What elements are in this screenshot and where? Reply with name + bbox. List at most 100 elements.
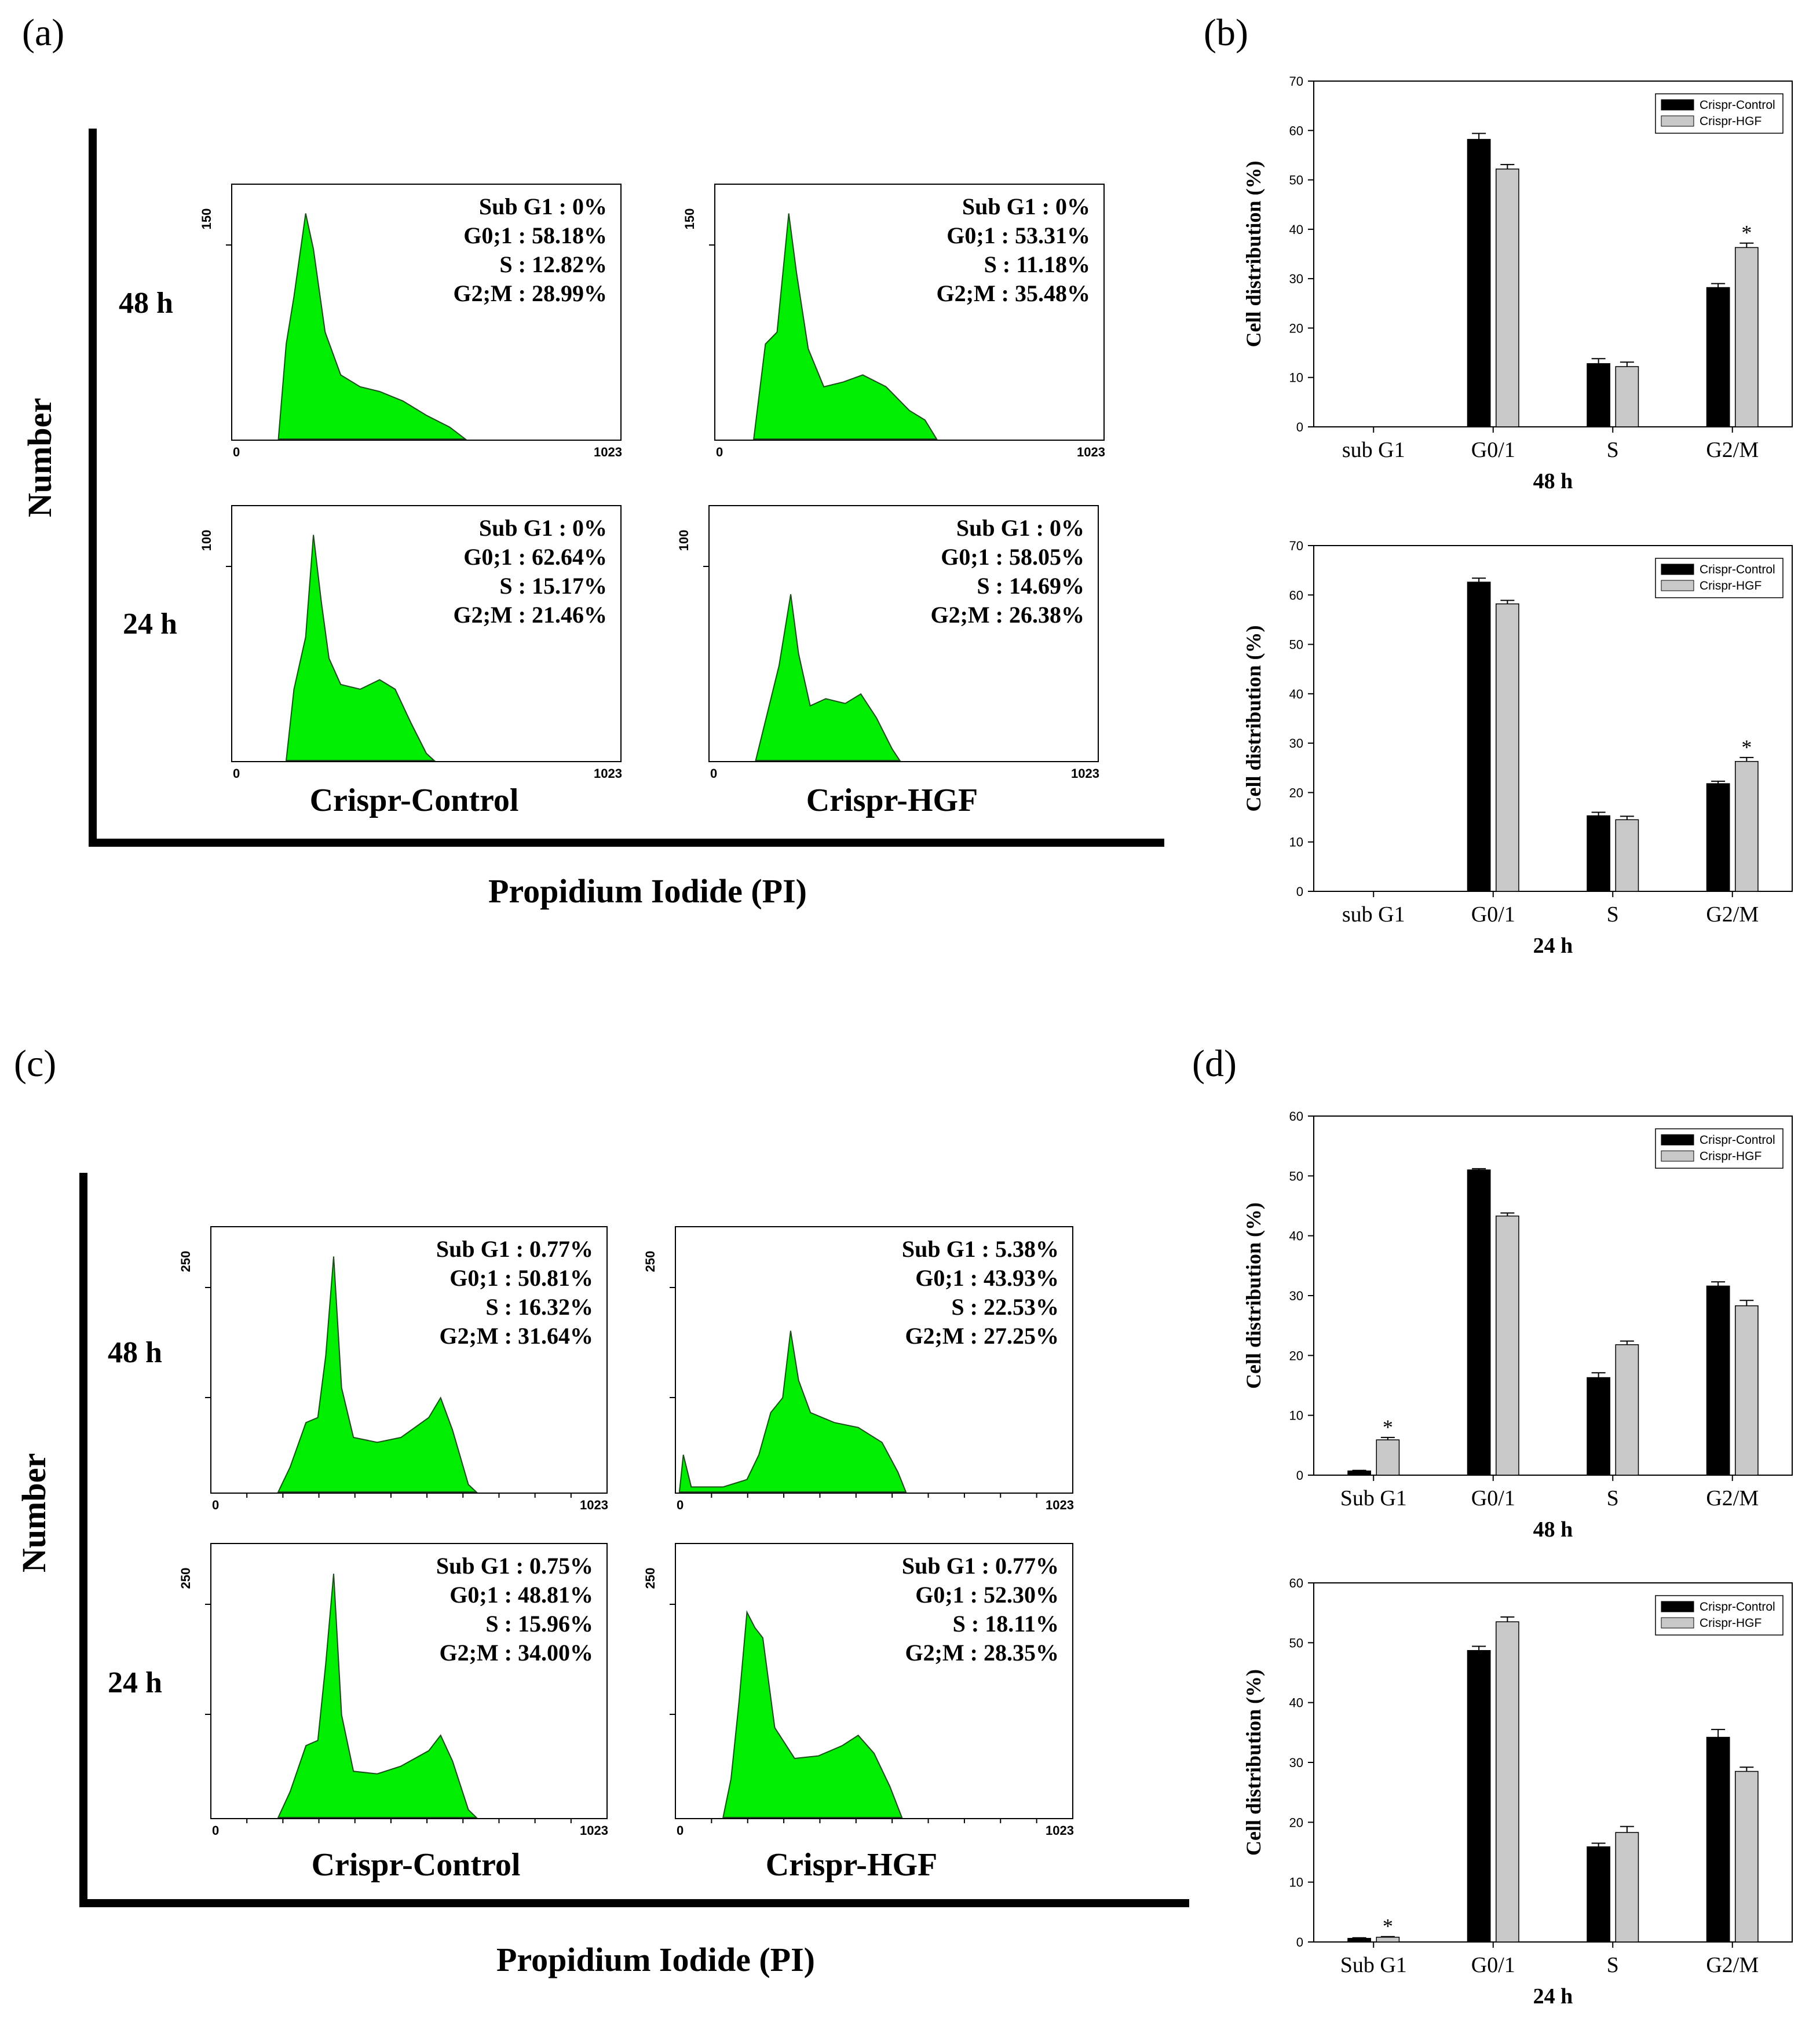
bar bbox=[1587, 363, 1610, 427]
histogram-stat-line: G2;M : 21.46% bbox=[453, 602, 607, 628]
panel-c-x-axis-label: Propidium Iodide (PI) bbox=[496, 1941, 815, 1978]
category-label: G0/1 bbox=[1471, 1953, 1515, 1977]
histogram-stat-line: G0;1 : 48.81% bbox=[449, 1582, 593, 1608]
y-tick-label: 10 bbox=[1289, 1409, 1303, 1423]
legend-box bbox=[1655, 558, 1784, 598]
legend-swatch bbox=[1661, 1134, 1694, 1146]
histogram-stat-line: G0;1 : 50.81% bbox=[449, 1265, 593, 1291]
histogram-stat-line: S : 11.18% bbox=[984, 251, 1090, 277]
y-tick-label: 70 bbox=[1289, 539, 1303, 553]
x-axis-label: 48 h bbox=[1533, 1517, 1573, 1542]
histogram-stat-line: G2;M : 26.38% bbox=[930, 602, 1084, 628]
category-label: S bbox=[1607, 438, 1619, 462]
histogram-stat-line: G2;M : 27.25% bbox=[905, 1323, 1059, 1349]
legend-swatch bbox=[1661, 99, 1694, 111]
panel-label-c: (c) bbox=[14, 1043, 56, 1085]
histogram-stat-line: G0;1 : 58.05% bbox=[941, 544, 1084, 570]
panel-label-a: (a) bbox=[22, 12, 64, 54]
histogram-a-r0c1: 150 0 1023 Sub G1 : 0%G0;1 : 53.31% S : 11.1… bbox=[682, 184, 1105, 459]
panel-a-column-label-control: Crispr-Control bbox=[310, 782, 519, 818]
y-tick-label: 0 bbox=[1296, 420, 1303, 434]
histogram-xmax-label: 1023 bbox=[580, 1823, 608, 1838]
legend-label: Crispr-HGF bbox=[1700, 579, 1761, 592]
histogram-fill bbox=[277, 1256, 478, 1493]
histogram-frame bbox=[231, 505, 622, 762]
histogram-ymax-label: 100 bbox=[199, 530, 214, 551]
histogram-stat-line: G0;1 : 58.18% bbox=[463, 222, 607, 248]
y-tick-label: 0 bbox=[1296, 1935, 1303, 1949]
histogram-ymax-label: 150 bbox=[199, 209, 214, 230]
panel-c-y-axis-label: Number bbox=[15, 1453, 53, 1572]
histogram-stat-line: G2;M : 34.00% bbox=[439, 1640, 593, 1666]
significance-star: * bbox=[1741, 221, 1752, 244]
histogram-fill bbox=[678, 1330, 907, 1493]
y-tick-label: 50 bbox=[1289, 1169, 1303, 1183]
histogram-ymax-label: 150 bbox=[682, 209, 697, 230]
y-tick-label: 40 bbox=[1289, 687, 1303, 701]
histogram-stat-line: Sub G1 : 0.75% bbox=[436, 1553, 593, 1579]
bar bbox=[1706, 783, 1730, 892]
histogram-xmax-label: 1023 bbox=[1077, 445, 1105, 459]
histogram-stat-line: S : 14.69% bbox=[977, 573, 1084, 599]
plot-frame bbox=[1313, 545, 1793, 892]
histogram-stat-line: S : 16.32% bbox=[485, 1294, 593, 1320]
y-tick-label: 40 bbox=[1289, 222, 1303, 237]
category-label: G0/1 bbox=[1471, 902, 1515, 927]
histogram-c-r1c0: 250 0 1023 Sub G1 : 0.75% G0;1 : 48.81% S : 1… bbox=[178, 1543, 608, 1838]
legend-swatch bbox=[1661, 580, 1694, 591]
bar bbox=[1615, 1832, 1639, 1943]
histogram-xmin-label: 0 bbox=[710, 766, 717, 781]
histogram-xmin-label: 0 bbox=[212, 1498, 219, 1512]
category-label: Sub G1 bbox=[1340, 1953, 1407, 1977]
bar-chart-d-3: 0 10 20 30 40 50 60 Cell distribution (%) Sub G1… bbox=[1242, 1576, 1793, 2009]
bar bbox=[1496, 603, 1519, 892]
y-tick-label: 30 bbox=[1289, 272, 1303, 286]
y-tick-label: 10 bbox=[1289, 371, 1303, 385]
legend-swatch bbox=[1661, 1617, 1694, 1629]
category-label: G0/1 bbox=[1471, 438, 1515, 462]
bar bbox=[1496, 1215, 1519, 1476]
histogram-ymax-label: 250 bbox=[643, 1568, 657, 1589]
legend-label: Crispr-Control bbox=[1700, 98, 1775, 112]
histogram-stat-line: Sub G1 : 5.38% bbox=[902, 1236, 1059, 1262]
histogram-fill bbox=[753, 213, 938, 440]
y-tick-label: 40 bbox=[1289, 1229, 1303, 1243]
legend-label: Crispr-HGF bbox=[1700, 1616, 1761, 1630]
histogram-xmin-label: 0 bbox=[233, 445, 240, 459]
category-label: G2/M bbox=[1706, 1953, 1759, 1977]
histogram-ymax-label: 100 bbox=[677, 530, 691, 551]
histogram-xmin-label: 0 bbox=[716, 445, 723, 459]
histogram-fill bbox=[277, 1574, 478, 1818]
panel-a: Number Propidium Iodide (PI) 48 h 24 h C… bbox=[21, 129, 1164, 910]
bar bbox=[1587, 1377, 1610, 1476]
y-axis-label: Cell distribution (%) bbox=[1242, 1202, 1265, 1389]
bar bbox=[1347, 1471, 1371, 1476]
category-label: G2/M bbox=[1706, 1486, 1759, 1510]
histogram-frame bbox=[210, 1543, 608, 1819]
histogram-stat-line: G0;1 : 52.30% bbox=[915, 1582, 1059, 1608]
histogram-c-r0c0: 250 0 1023 Sub G1 : 0.77% G0;1 : 50.81% S : 1… bbox=[178, 1226, 608, 1512]
category-label: Sub G1 bbox=[1340, 1486, 1407, 1510]
panel-c-row-label-24h: 24 h bbox=[108, 1666, 162, 1699]
histogram-xmax-label: 1023 bbox=[594, 766, 622, 781]
y-tick-label: 20 bbox=[1289, 1348, 1303, 1363]
bar bbox=[1615, 1344, 1639, 1476]
y-axis-label: Cell distribution (%) bbox=[1242, 1669, 1265, 1856]
legend-label: Crispr-HGF bbox=[1700, 115, 1761, 128]
bar bbox=[1467, 138, 1491, 427]
y-tick-label: 50 bbox=[1289, 638, 1303, 652]
histogram-xmax-label: 1023 bbox=[580, 1498, 608, 1512]
histogram-frame bbox=[675, 1226, 1073, 1494]
histogram-xmin-label: 0 bbox=[233, 766, 240, 781]
histogram-frame bbox=[210, 1226, 608, 1494]
panel-c-column-label-hgf: Crispr-HGF bbox=[766, 1847, 938, 1883]
y-tick-label: 30 bbox=[1289, 1755, 1303, 1770]
histogram-stat-line: G2;M : 28.35% bbox=[905, 1640, 1059, 1666]
bar bbox=[1467, 1650, 1491, 1943]
panel-a-column-label-hgf: Crispr-HGF bbox=[806, 782, 978, 818]
y-axis-label: Cell distribution (%) bbox=[1242, 625, 1265, 811]
histogram-stat-line: S : 12.82% bbox=[499, 251, 607, 277]
significance-star: * bbox=[1383, 1416, 1393, 1439]
y-tick-label: 50 bbox=[1289, 1636, 1303, 1650]
